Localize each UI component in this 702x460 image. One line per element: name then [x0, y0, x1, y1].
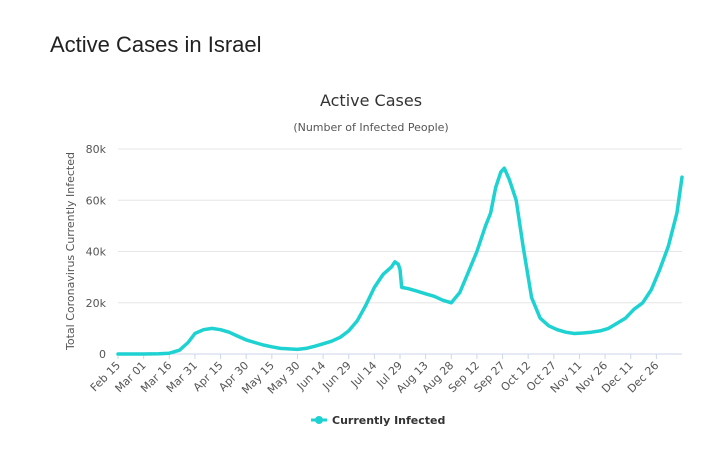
y-tick-label: 60k	[86, 194, 107, 207]
series-layer	[116, 166, 684, 356]
y-tick-label: 40k	[86, 246, 107, 259]
y-tick-label: 0	[99, 348, 106, 361]
y-tick-label: 20k	[86, 297, 107, 310]
y-axis-title: Total Coronavirus Currently Infected	[64, 152, 77, 351]
legend-marker-icon	[315, 416, 323, 424]
legend[interactable]: Currently Infected	[311, 414, 445, 427]
y-tick-label: 80k	[86, 143, 107, 156]
series-line-currently-infected[interactable]	[116, 166, 684, 356]
chart-subtitle: (Number of Infected People)	[293, 121, 448, 134]
legend-label[interactable]: Currently Infected	[332, 414, 445, 427]
y-axis-ticks: 0 20k 40k 60k 80k	[86, 143, 107, 361]
chart-title: Active Cases	[320, 91, 422, 110]
x-tick-label: Jul 14	[348, 359, 380, 391]
x-tick-label: Jun 14	[294, 359, 328, 393]
gridlines	[118, 148, 682, 355]
x-tick-label: Jun 29	[319, 359, 353, 393]
page-title: Active Cases in Israel	[50, 32, 262, 57]
